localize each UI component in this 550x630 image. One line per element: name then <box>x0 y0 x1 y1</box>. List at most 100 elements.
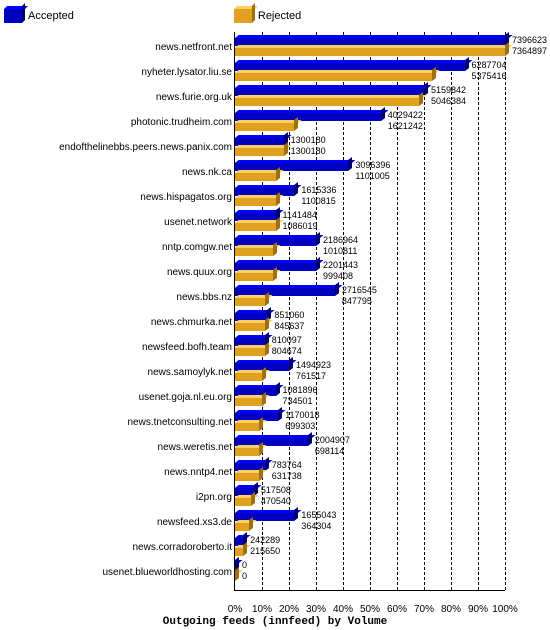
bar-rejected <box>235 423 259 431</box>
value-accepted: 2716545 <box>342 286 377 295</box>
legend-item-accepted: Accepted <box>4 9 74 23</box>
bar-rejected <box>235 548 243 556</box>
value-rejected: 0 <box>242 572 247 581</box>
row-label: i2pn.org <box>2 492 232 503</box>
legend-item-rejected: Rejected <box>234 9 301 23</box>
value-rejected: 698114 <box>315 447 344 456</box>
value-rejected: 364304 <box>301 522 331 531</box>
row-label: newsfeed.bofh.team <box>2 342 232 353</box>
value-accepted: 1170018 <box>285 411 319 420</box>
row-label: news.bbs.nz <box>2 292 232 303</box>
legend-swatch-icon <box>234 9 252 23</box>
value-rejected: 804674 <box>272 347 302 356</box>
value-accepted: 1615336 <box>301 186 336 195</box>
value-accepted: 2201443 <box>323 261 358 270</box>
value-accepted: 1300180 <box>291 136 326 145</box>
row-label: photonic.trudheim.com <box>2 117 232 128</box>
row-label: news.chmurka.net <box>2 317 232 328</box>
row-label: newsfeed.xs3.de <box>2 517 232 528</box>
bar-rejected <box>235 448 259 456</box>
bar-rejected <box>235 323 265 331</box>
value-rejected: 761517 <box>296 372 326 381</box>
row-label: news.nntp4.net <box>2 467 232 478</box>
value-accepted: 242289 <box>250 536 280 545</box>
x-tick-label: 0% <box>228 604 242 615</box>
value-accepted: 7396623 <box>512 36 547 45</box>
value-rejected: 7364897 <box>512 47 547 56</box>
value-rejected: 5375416 <box>472 72 507 81</box>
value-accepted: 1081896 <box>283 386 318 395</box>
bar-rejected <box>235 498 251 506</box>
value-accepted: 4029422 <box>388 111 423 120</box>
value-rejected: 699303 <box>285 422 315 431</box>
value-rejected: 999408 <box>323 272 353 281</box>
value-accepted: 0 <box>242 561 247 570</box>
bar-rejected <box>235 148 284 156</box>
bar-rejected <box>235 223 276 231</box>
value-rejected: 1086019 <box>283 222 318 231</box>
plot-area: 0%10%20%30%40%50%60%70%80%90%100% news.n… <box>234 32 505 591</box>
value-rejected: 1621242 <box>388 122 423 131</box>
x-tick-label: 20% <box>279 604 299 615</box>
row-label: news.netfront.net <box>2 42 232 53</box>
value-accepted: 783764 <box>272 461 302 470</box>
bar-rejected <box>235 173 276 181</box>
bar-rejected <box>235 198 276 206</box>
row-label: endofthelinebbs.peers.news.panix.com <box>2 142 232 153</box>
value-accepted: 517508 <box>261 486 291 495</box>
row-label: news.furie.org.uk <box>2 92 232 103</box>
x-tick-label: 90% <box>468 604 488 615</box>
x-tick-label: 60% <box>387 604 407 615</box>
value-rejected: 1100815 <box>301 197 335 206</box>
value-rejected: 215650 <box>250 547 280 556</box>
chart-container: Accepted Rejected 0%10%20%30%40%50%60%70… <box>0 0 550 630</box>
bar-rejected <box>235 473 259 481</box>
legend-label: Rejected <box>258 10 301 22</box>
legend-swatch-icon <box>4 9 22 23</box>
x-tick-label: 40% <box>333 604 353 615</box>
legend-label: Accepted <box>28 10 74 22</box>
value-rejected: 847795 <box>342 297 372 306</box>
value-accepted: 5159842 <box>431 86 466 95</box>
x-tick-label: 30% <box>306 604 326 615</box>
row-label: nntp.comgw.net <box>2 242 232 253</box>
value-rejected: 845637 <box>274 322 304 331</box>
value-accepted: 2186964 <box>323 236 358 245</box>
row-label: usenet.blueworldhosting.com <box>2 567 232 578</box>
value-rejected: 1300180 <box>291 147 326 156</box>
row-label: news.corradoroberto.it <box>2 542 232 553</box>
bar-rejected <box>235 123 294 131</box>
bar-rejected <box>235 373 262 381</box>
row-label: news.hispagatos.org <box>2 192 232 203</box>
x-tick-label: 80% <box>441 604 461 615</box>
x-tick-label: 100% <box>492 604 518 615</box>
value-accepted: 810097 <box>272 336 302 345</box>
row-label: usenet.network <box>2 217 232 228</box>
row-label: news.tnetconsulting.net <box>2 417 232 428</box>
value-accepted: 6287704 <box>472 61 507 70</box>
value-accepted: 1494923 <box>296 361 331 370</box>
value-rejected: 1010811 <box>323 247 357 256</box>
value-rejected: 631738 <box>272 472 302 481</box>
x-tick-label: 70% <box>414 604 434 615</box>
row-label: nyheter.lysator.liu.se <box>2 67 232 78</box>
value-rejected: 470540 <box>261 497 291 506</box>
x-tick-label: 50% <box>360 604 380 615</box>
chart-title: Outgoing feeds (innfeed) by Volume <box>0 616 550 628</box>
row-label: news.quux.org <box>2 267 232 278</box>
bar-rejected <box>235 273 273 281</box>
bar-rejected <box>235 98 419 106</box>
row-label: news.nk.ca <box>2 167 232 178</box>
row-label: news.weretis.net <box>2 442 232 453</box>
value-rejected: 734501 <box>283 397 313 406</box>
row-label: usenet.goja.nl.eu.org <box>2 392 232 403</box>
x-tick-label: 10% <box>252 604 272 615</box>
value-rejected: 5046384 <box>431 97 466 106</box>
bar-rejected <box>235 298 265 306</box>
value-accepted: 2004907 <box>315 436 350 445</box>
bar-rejected <box>235 348 265 356</box>
gridline <box>505 32 506 590</box>
value-accepted: 1141484 <box>283 211 317 220</box>
data-row: news.corradoroberto.it242289215650 <box>235 538 505 563</box>
bar-rejected <box>235 48 505 56</box>
